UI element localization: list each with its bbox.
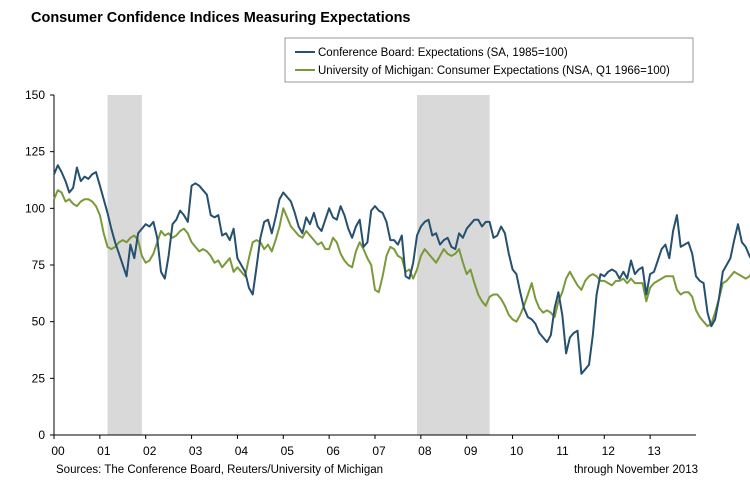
y-tick-label-50: 50 xyxy=(32,315,46,329)
x-tick-label-06: 06 xyxy=(326,444,340,458)
chart-title: Consumer Confidence Indices Measuring Ex… xyxy=(31,10,411,26)
legend-label-1: University of Michigan: Consumer Expecta… xyxy=(318,65,670,77)
y-tick-label-0: 0 xyxy=(38,428,45,442)
y-tick-label-125: 125 xyxy=(25,145,45,159)
recession-band-1 xyxy=(417,95,490,435)
x-tick-label-04: 04 xyxy=(235,444,249,458)
y-tick-label-75: 75 xyxy=(32,258,46,272)
x-tick-label-05: 05 xyxy=(281,444,295,458)
x-tick-label-02: 02 xyxy=(143,444,157,458)
source-note: Sources: The Conference Board, Reuters/U… xyxy=(56,464,384,476)
x-tick-label-09: 09 xyxy=(464,444,478,458)
x-tick-label-10: 10 xyxy=(510,444,524,458)
x-tick-label-13: 13 xyxy=(647,444,661,458)
legend-label-0: Conference Board: Expectations (SA, 1985… xyxy=(318,47,568,59)
y-tick-label-100: 100 xyxy=(25,201,45,215)
legend-box xyxy=(284,37,694,83)
recession-band-0 xyxy=(107,95,142,435)
legend: Conference Board: Expectations (SA, 1985… xyxy=(284,37,694,83)
series-line-conference-board xyxy=(53,164,750,375)
x-tick-label-03: 03 xyxy=(189,444,203,458)
x-tick-label-11: 11 xyxy=(556,444,569,458)
series-line-michigan xyxy=(53,189,750,328)
x-tick-label-01: 01 xyxy=(97,444,111,458)
x-tick-label-12: 12 xyxy=(602,444,616,458)
through-note: through November 2013 xyxy=(573,464,698,476)
x-tick-label-08: 08 xyxy=(418,444,432,458)
x-tick-label-00: 00 xyxy=(51,444,65,458)
y-tick-label-150: 150 xyxy=(25,88,45,102)
x-tick-label-07: 07 xyxy=(372,444,386,458)
y-tick-label-25: 25 xyxy=(32,371,46,385)
